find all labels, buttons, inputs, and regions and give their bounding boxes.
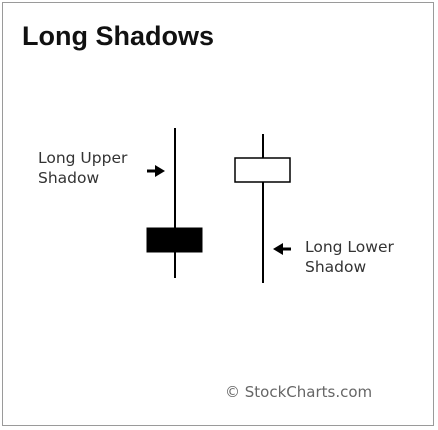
left-candle-body [146,227,203,253]
diagram-frame [2,2,434,426]
lower-shadow-label-line2: Shadow [305,258,367,276]
upper-shadow-label-line1: Long Upper [38,149,128,167]
page-title: Long Shadows [22,21,214,51]
left-arrow-icon [273,243,291,255]
lower-shadow-label-line1: Long Lower [305,238,394,256]
copyright-notice: © StockCharts.com [225,383,373,401]
upper-shadow-label-line2: Shadow [38,169,100,187]
long-lower-shadow-candle [234,134,291,283]
right-candle-body [234,157,291,183]
upper-shadow-label: Long Upper Shadow [38,148,127,188]
lower-shadow-label: Long Lower Shadow [305,237,394,277]
long-upper-shadow-candle [146,128,203,278]
right-arrow-icon [147,165,165,177]
